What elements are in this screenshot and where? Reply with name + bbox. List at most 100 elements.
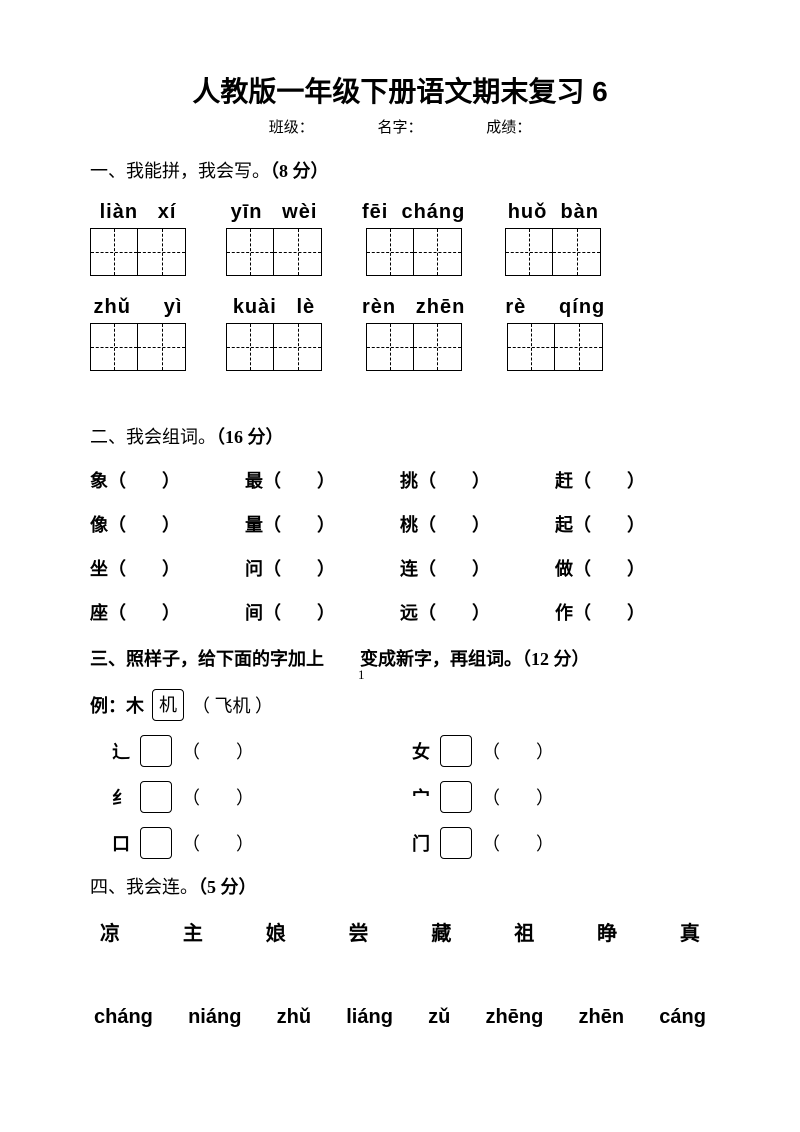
char-box[interactable] bbox=[274, 323, 322, 371]
word-item: 作（ ） bbox=[555, 599, 710, 625]
word-item: 象（ ） bbox=[90, 467, 245, 493]
example-label: 例：木 bbox=[90, 692, 144, 718]
blank: （ ） bbox=[482, 784, 554, 810]
blank: （ ） bbox=[482, 738, 554, 764]
char-box-pair bbox=[90, 228, 186, 276]
pinyin-row-2: zhǔ yì kuài lè rèn zhēn rè qíng bbox=[90, 296, 710, 371]
word-item: 做（ ） bbox=[555, 555, 710, 581]
s2-points: （16 分） bbox=[216, 427, 284, 447]
s4-points: （5 分） bbox=[198, 877, 257, 897]
match-char[interactable]: 尝 bbox=[349, 917, 369, 946]
match-pinyin[interactable]: zhǔ bbox=[277, 1006, 311, 1029]
match-pinyin[interactable]: zhēng bbox=[486, 1006, 544, 1029]
section-1-heading: 一、我能拼，我会写。（8 分） bbox=[90, 157, 710, 183]
word-item: 起（ ） bbox=[555, 511, 710, 537]
word-item: 最（ ） bbox=[245, 467, 400, 493]
blank: （ ） bbox=[182, 784, 254, 810]
s3-row: 纟 （ ） 宀 （ ） bbox=[90, 781, 710, 813]
fill-box[interactable] bbox=[140, 781, 172, 813]
s1-prefix: 一、我能拼，我会写。 bbox=[90, 161, 270, 181]
word-item: 间（ ） bbox=[245, 599, 400, 625]
section-3-heading: 三、照样子，给下面的字加上 变成新字，再组词。（12 分） 1 bbox=[90, 645, 710, 671]
section-1-body: liàn xí yīn wèi fēi cháng huǒ bàn zhǔ yì… bbox=[90, 201, 710, 371]
pinyin-text: liàn xí bbox=[100, 201, 177, 224]
word-item: 坐（ ） bbox=[90, 555, 245, 581]
char-box-pair bbox=[366, 228, 462, 276]
pinyin-text: rè qíng bbox=[505, 296, 605, 319]
pinyin-text: zhǔ yì bbox=[94, 296, 183, 319]
char-box[interactable] bbox=[138, 228, 186, 276]
pinyin-text: yīn wèi bbox=[231, 201, 318, 224]
s3-left: 纟 （ ） bbox=[90, 781, 390, 813]
fill-box[interactable] bbox=[440, 827, 472, 859]
pinyin-text: fēi cháng bbox=[362, 201, 465, 224]
char-box[interactable] bbox=[505, 228, 553, 276]
match-pinyin[interactable]: liáng bbox=[346, 1006, 393, 1029]
pinyin-group: liàn xí bbox=[90, 201, 186, 276]
pinyin-row-1: liàn xí yīn wèi fēi cháng huǒ bàn bbox=[90, 201, 710, 276]
char-box[interactable] bbox=[90, 228, 138, 276]
char-box[interactable] bbox=[507, 323, 555, 371]
char-box[interactable] bbox=[553, 228, 601, 276]
s3-left: 辶 （ ） bbox=[90, 735, 390, 767]
char-box-pair bbox=[507, 323, 603, 371]
char-box[interactable] bbox=[226, 228, 274, 276]
blank: （ ） bbox=[482, 830, 554, 856]
fill-box[interactable] bbox=[140, 827, 172, 859]
char-box-pair bbox=[226, 323, 322, 371]
s3-example: 例：木 机 （ 飞机 ） bbox=[90, 689, 710, 721]
s4-prefix: 四、我会连。 bbox=[90, 877, 198, 897]
char-box[interactable] bbox=[414, 323, 462, 371]
section-4-heading: 四、我会连。（5 分） bbox=[90, 873, 710, 899]
match-char[interactable]: 睁 bbox=[597, 917, 617, 946]
section-2-grid: 象（ ） 最（ ） 挑（ ） 赶（ ） 像（ ） 量（ ） 桃（ ） 起（ ） … bbox=[90, 467, 710, 625]
match-pinyin[interactable]: zǔ bbox=[428, 1006, 450, 1029]
s4-pinyin-row: cháng niáng zhǔ liáng zǔ zhēng zhēn cáng bbox=[90, 1006, 710, 1029]
char-box[interactable] bbox=[366, 323, 414, 371]
pinyin-text: rèn zhēn bbox=[362, 296, 465, 319]
match-char[interactable]: 祖 bbox=[514, 917, 534, 946]
match-char[interactable]: 真 bbox=[680, 917, 700, 946]
example-box: 机 bbox=[152, 689, 184, 721]
match-pinyin[interactable]: cháng bbox=[94, 1006, 153, 1029]
char-box[interactable] bbox=[414, 228, 462, 276]
radical: 女 bbox=[390, 738, 430, 764]
pinyin-group: zhǔ yì bbox=[90, 296, 186, 371]
radical: 纟 bbox=[90, 784, 130, 810]
match-pinyin[interactable]: zhēn bbox=[578, 1006, 624, 1029]
match-pinyin[interactable]: cáng bbox=[659, 1006, 706, 1029]
info-line: 班级： 名字： 成绩： bbox=[90, 116, 710, 137]
pinyin-group: kuài lè bbox=[226, 296, 322, 371]
char-box-pair bbox=[90, 323, 186, 371]
word-item: 远（ ） bbox=[400, 599, 555, 625]
match-char[interactable]: 娘 bbox=[266, 917, 286, 946]
char-box[interactable] bbox=[138, 323, 186, 371]
pinyin-text: huǒ bàn bbox=[508, 201, 599, 224]
radical: 门 bbox=[390, 830, 430, 856]
radical: 宀 bbox=[390, 784, 430, 810]
fill-box[interactable] bbox=[440, 735, 472, 767]
word-item: 赶（ ） bbox=[555, 467, 710, 493]
class-label: 班级： bbox=[269, 120, 314, 136]
char-box[interactable] bbox=[90, 323, 138, 371]
radical: 口 bbox=[90, 830, 130, 856]
score-label: 成绩： bbox=[486, 120, 531, 136]
char-box[interactable] bbox=[366, 228, 414, 276]
page-title: 人教版一年级下册语文期末复习 6 bbox=[90, 70, 710, 110]
char-box-pair bbox=[226, 228, 322, 276]
char-box[interactable] bbox=[226, 323, 274, 371]
s1-points: （8 分） bbox=[270, 161, 329, 181]
char-box[interactable] bbox=[555, 323, 603, 371]
blank: （ ） bbox=[182, 830, 254, 856]
blank: （ ） bbox=[182, 738, 254, 764]
match-pinyin[interactable]: niáng bbox=[188, 1006, 241, 1029]
example-word: （ 飞机 ） bbox=[192, 692, 273, 718]
char-box-pair bbox=[505, 228, 601, 276]
match-char[interactable]: 主 bbox=[183, 917, 203, 946]
match-char[interactable]: 凉 bbox=[100, 917, 120, 946]
fill-box[interactable] bbox=[140, 735, 172, 767]
fill-box[interactable] bbox=[440, 781, 472, 813]
char-box[interactable] bbox=[274, 228, 322, 276]
match-char[interactable]: 藏 bbox=[431, 917, 451, 946]
char-box-pair bbox=[366, 323, 462, 371]
